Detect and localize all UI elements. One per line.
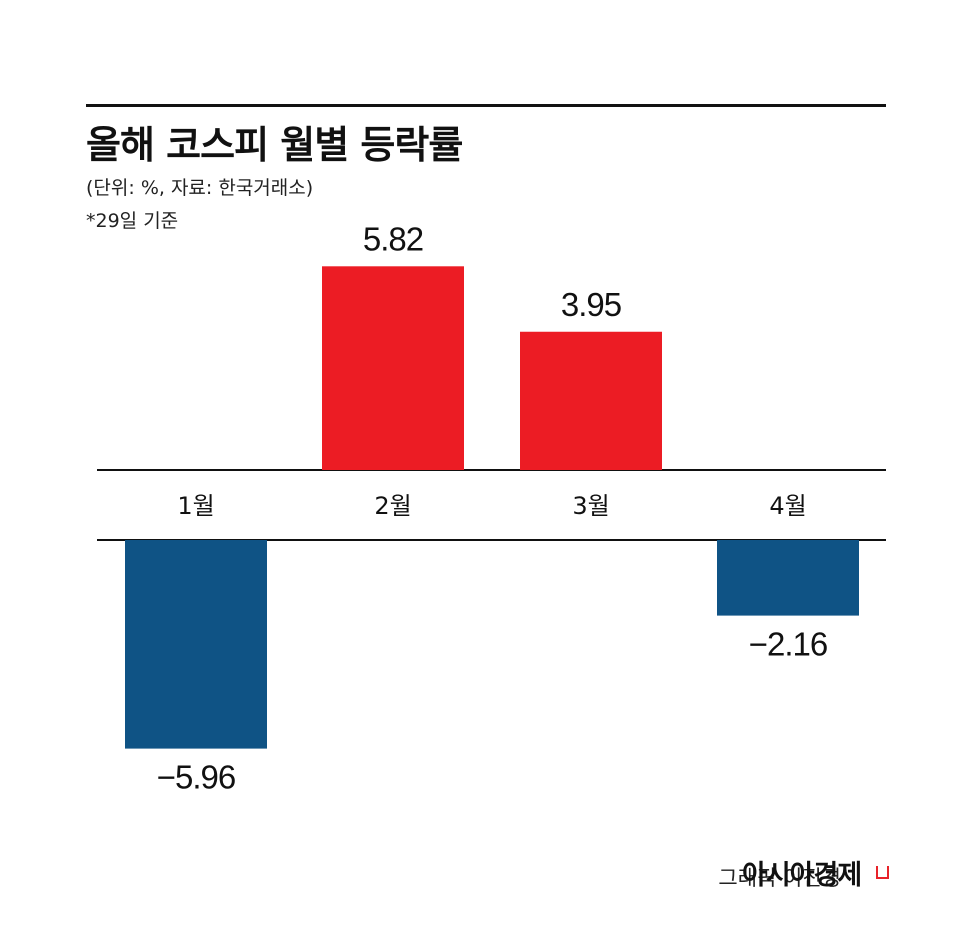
- category-label-4: 4월: [769, 492, 806, 520]
- category-label-1: 1월: [177, 492, 214, 520]
- value-label-3: 3.95: [561, 286, 621, 323]
- bar-4: [717, 540, 859, 616]
- category-label-2: 2월: [374, 492, 411, 520]
- chart-title: 올해 코스피 월별 등락률: [86, 123, 463, 167]
- brand-mark-icon: [876, 866, 889, 879]
- brand-logo: 아시아경제: [742, 860, 862, 891]
- bar-2: [322, 266, 464, 470]
- chart-subtitle: (단위: %, 자료: 한국거래소): [86, 177, 314, 199]
- category-label-3: 3월: [572, 492, 609, 520]
- value-label-2: 5.82: [363, 220, 423, 257]
- top-rule: [86, 104, 886, 107]
- chart-note: *29일 기준: [86, 210, 179, 232]
- bar-1: [125, 540, 267, 749]
- bar-3: [520, 331, 662, 470]
- value-label-1: −5.96: [157, 759, 236, 796]
- graphic-credit: 그래픽 이진경: [718, 866, 841, 890]
- value-label-4: −2.16: [749, 626, 828, 663]
